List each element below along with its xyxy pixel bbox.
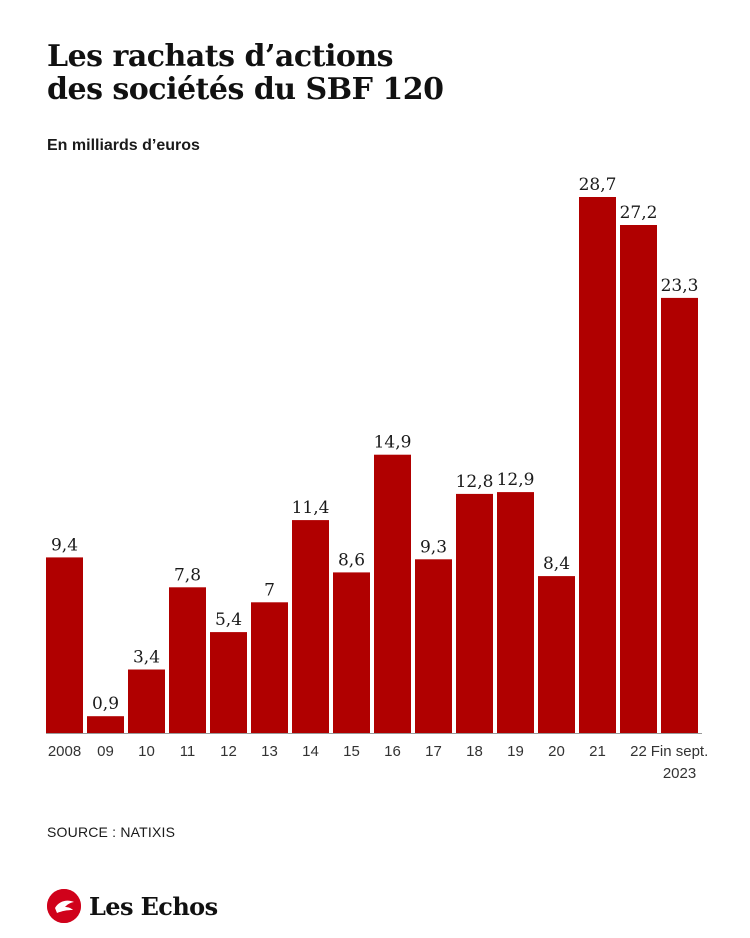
bar-7 [333,572,370,733]
x-tick-label-3-0: 11 [180,743,196,760]
bar-value-label-9: 9,3 [420,537,447,557]
bar-9 [415,559,452,733]
chart-title-line-2: des sociétés du SBF 120 [47,72,444,107]
bar-value-label-11: 12,9 [497,470,535,490]
chart-subtitle: En milliards d’euros [47,137,200,154]
chart-title: Les rachats d’actions des sociétés du SB… [47,40,707,106]
x-tick-label-7-0: 15 [343,743,360,760]
bar-value-label-13: 28,7 [579,175,617,195]
bar-value-label-8: 14,9 [374,433,412,453]
bar-value-label-10: 12,8 [456,472,494,492]
bar-13 [579,197,616,733]
bar-14 [620,225,657,733]
x-tick-label-8-0: 16 [384,743,401,760]
bar-value-label-0: 9,4 [51,535,78,555]
bar-4 [210,632,247,733]
bar-10 [456,493,493,733]
x-tick-label-11-0: 19 [507,743,524,760]
les-echos-wordmark: Les Echos [89,891,218,921]
x-tick-label-2-0: 10 [138,743,155,760]
bar-5 [251,602,288,733]
bar-2 [128,669,165,733]
bar-3 [169,587,206,733]
les-echos-logo: Les Echos [47,889,218,923]
bar-11 [497,492,534,733]
les-echos-emblem-icon [47,889,81,923]
x-tick-label-9-0: 17 [425,743,442,760]
bar-value-label-6: 11,4 [292,498,330,518]
x-tick-label-10-0: 18 [466,743,483,760]
x-tick-label-6-0: 14 [302,743,319,760]
bar-value-label-2: 3,4 [133,648,160,668]
bar-value-label-12: 8,4 [543,554,570,574]
bar-chart: 9,4 2008 0,9 09 3,4 10 7,8 11 5,4 12 7 13 11,4 14 8,6 1… [46,175,709,782]
bar-15 [661,297,698,733]
bar-value-label-7: 8,6 [338,550,365,570]
bar-value-label-15: 23,3 [661,276,699,296]
bar-12 [538,576,575,733]
bar-6 [292,520,329,733]
chart-title-line-1: Les rachats d’actions [47,39,394,74]
x-tick-label-13-0: 21 [589,743,606,760]
bar-value-label-4: 5,4 [215,610,242,630]
x-tick-label-5-0: 13 [261,743,278,760]
bar-value-label-1: 0,9 [92,694,119,714]
bar-value-label-3: 7,8 [174,565,201,585]
bar-8 [374,454,411,733]
x-tick-label-1-0: 09 [97,743,114,760]
x-tick-label-15-1: 2023 [663,765,696,782]
bar-value-label-5: 7 [264,580,275,600]
bar-0 [46,557,83,733]
bar-1 [87,716,124,733]
x-tick-label-14-0: 22 [630,743,647,760]
x-tick-label-15-0: Fin sept. [651,743,709,760]
x-tick-label-0-0: 2008 [48,743,81,760]
x-tick-label-12-0: 20 [548,743,565,760]
x-tick-label-4-0: 12 [220,743,237,760]
source-note: SOURCE : NATIXIS [47,824,176,840]
bar-value-label-14: 27,2 [620,203,658,223]
